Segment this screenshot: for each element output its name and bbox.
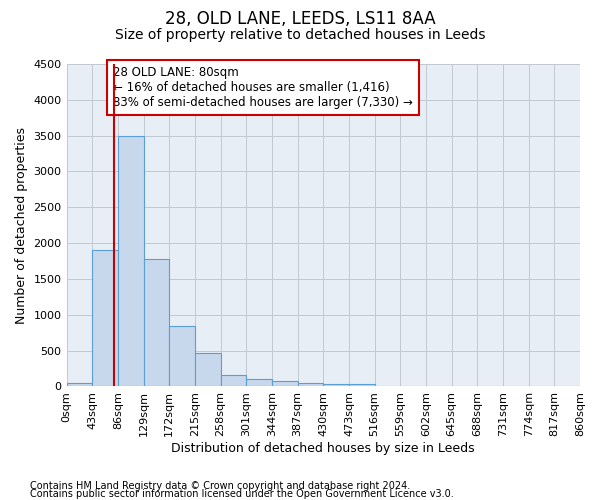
Bar xyxy=(143,259,169,386)
Bar xyxy=(272,382,298,386)
Bar xyxy=(323,384,349,386)
Text: Size of property relative to detached houses in Leeds: Size of property relative to detached ho… xyxy=(115,28,485,42)
Text: Contains HM Land Registry data © Crown copyright and database right 2024.: Contains HM Land Registry data © Crown c… xyxy=(30,481,410,491)
Y-axis label: Number of detached properties: Number of detached properties xyxy=(15,126,28,324)
Bar xyxy=(169,326,195,386)
Bar xyxy=(349,384,374,386)
Text: 28 OLD LANE: 80sqm
← 16% of detached houses are smaller (1,416)
83% of semi-deta: 28 OLD LANE: 80sqm ← 16% of detached hou… xyxy=(113,66,413,108)
Text: 28, OLD LANE, LEEDS, LS11 8AA: 28, OLD LANE, LEEDS, LS11 8AA xyxy=(164,10,436,28)
Bar xyxy=(92,250,118,386)
Text: Contains public sector information licensed under the Open Government Licence v3: Contains public sector information licen… xyxy=(30,489,454,499)
Bar xyxy=(118,136,143,386)
X-axis label: Distribution of detached houses by size in Leeds: Distribution of detached houses by size … xyxy=(172,442,475,455)
Bar xyxy=(67,383,92,386)
Bar xyxy=(246,380,272,386)
Bar xyxy=(221,375,246,386)
Bar xyxy=(195,354,221,386)
Bar xyxy=(298,382,323,386)
